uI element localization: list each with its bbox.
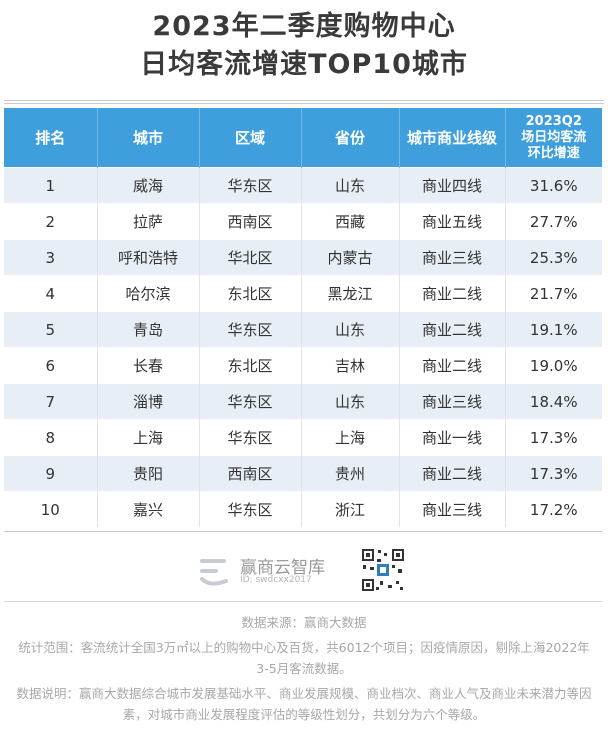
table-row: 3 呼和浩特 华北区 内蒙古 商业三线 25.3% [4, 239, 602, 276]
table-header-row: 排名 城市 区域 省份 城市商业线级 2023Q2 场日均客流 环比增速 [4, 108, 602, 168]
cell-rank: 3 [4, 239, 98, 276]
cell-rank: 1 [4, 167, 98, 204]
cell-province: 浙江 [301, 491, 400, 527]
table-row: 10 嘉兴 华东区 浙江 商业三线 17.2% [4, 491, 602, 527]
cell-province: 吉林 [301, 347, 400, 384]
header-growth-line-2: 场日均客流 [521, 129, 587, 145]
cell-growth: 31.6% [505, 167, 602, 204]
table-bottom-divider [4, 531, 602, 532]
brand-name: 赢商云智库 [240, 558, 325, 578]
cell-city: 哈尔滨 [97, 275, 200, 312]
cell-tier: 商业三线 [399, 383, 506, 420]
cell-growth: 27.7% [505, 203, 602, 240]
cell-rank: 6 [4, 347, 98, 384]
cell-tier: 商业二线 [399, 275, 506, 312]
table-row: 2 拉萨 西南区 西藏 商业五线 27.7% [4, 203, 602, 240]
page-title: 2023年二季度购物中心 日均客流增速TOP10城市 [0, 0, 608, 84]
qr-code-icon [360, 547, 406, 593]
ranking-table: 排名 城市 区域 省份 城市商业线级 2023Q2 场日均客流 环比增速 1 威海… [4, 108, 602, 527]
title-divider [4, 100, 604, 104]
note-source: 数据来源：赢商大数据 [241, 615, 367, 630]
header-region: 区域 [199, 108, 302, 168]
table-row: 9 贵阳 西南区 贵州 商业二线 17.3% [4, 455, 602, 492]
cell-province: 黑龙江 [301, 275, 400, 312]
cell-city: 嘉兴 [97, 491, 200, 527]
cell-rank: 10 [4, 491, 98, 527]
cell-rank: 8 [4, 419, 98, 456]
table-row: 8 上海 华东区 上海 商业一线 17.3% [4, 419, 602, 456]
cell-growth: 19.1% [505, 311, 602, 348]
cell-growth: 25.3% [505, 239, 602, 276]
table-row: 7 淄博 华东区 山东 商业三线 18.4% [4, 383, 602, 420]
note-scope: 统计范围：客流统计全国3万㎡以上的购物中心及百货，共6012个项目；因疫情原因，… [18, 640, 590, 676]
cell-province: 山东 [301, 383, 400, 420]
cell-tier: 商业一线 [399, 419, 506, 456]
cell-city: 青岛 [97, 311, 200, 348]
cell-city: 拉萨 [97, 203, 200, 240]
brand-block: 赢商云智库 ID: swdcxx2017 [0, 547, 608, 597]
cell-city: 上海 [97, 419, 200, 456]
cell-rank: 5 [4, 311, 98, 348]
cell-region: 西南区 [199, 203, 302, 240]
header-growth: 2023Q2 场日均客流 环比增速 [505, 108, 602, 168]
cell-rank: 2 [4, 203, 98, 240]
cell-region: 华东区 [199, 491, 302, 527]
cell-growth: 17.3% [505, 455, 602, 492]
cell-region: 西南区 [199, 455, 302, 492]
table-row: 4 哈尔滨 东北区 黑龙江 商业二线 21.7% [4, 275, 602, 312]
header-growth-line-3: 环比增速 [527, 145, 580, 161]
brand-id: ID: swdcxx2017 [240, 575, 312, 585]
cell-tier: 商业四线 [399, 167, 506, 204]
cell-city: 淄博 [97, 383, 200, 420]
cell-region: 东北区 [199, 347, 302, 384]
brand-bottom-divider [4, 601, 602, 602]
cell-city: 呼和浩特 [97, 239, 200, 276]
cell-tier: 商业三线 [399, 239, 506, 276]
cell-province: 山东 [301, 311, 400, 348]
cell-city: 长春 [97, 347, 200, 384]
cell-region: 华东区 [199, 167, 302, 204]
table-row: 1 威海 华东区 山东 商业四线 31.6% [4, 167, 602, 204]
cell-growth: 21.7% [505, 275, 602, 312]
cell-growth: 18.4% [505, 383, 602, 420]
cell-city: 威海 [97, 167, 200, 204]
brand-logo-icon [200, 559, 228, 586]
cell-growth: 19.0% [505, 347, 602, 384]
cell-province: 上海 [301, 419, 400, 456]
table-row: 6 长春 东北区 吉林 商业二线 19.0% [4, 347, 602, 384]
cell-region: 华北区 [199, 239, 302, 276]
cell-province: 西藏 [301, 203, 400, 240]
cell-province: 内蒙古 [301, 239, 400, 276]
cell-region: 华东区 [199, 311, 302, 348]
cell-rank: 9 [4, 455, 98, 492]
cell-growth: 17.3% [505, 419, 602, 456]
note-explain: 数据说明：赢商大数据综合城市发展基础水平、商业发展规模、商业档次、商业人气及商业… [16, 686, 592, 722]
header-province: 省份 [301, 108, 400, 168]
cell-tier: 商业二线 [399, 455, 506, 492]
cell-tier: 商业三线 [399, 491, 506, 527]
cell-tier: 商业五线 [399, 203, 506, 240]
cell-province: 贵州 [301, 455, 400, 492]
footnotes: 数据来源：赢商大数据 统计范围：客流统计全国3万㎡以上的购物中心及百货，共601… [14, 612, 594, 729]
header-tier: 城市商业线级 [399, 108, 506, 168]
header-rank: 排名 [4, 108, 98, 168]
cell-province: 山东 [301, 167, 400, 204]
cell-tier: 商业二线 [399, 347, 506, 384]
cell-city: 贵阳 [97, 455, 200, 492]
cell-rank: 4 [4, 275, 98, 312]
cell-rank: 7 [4, 383, 98, 420]
cell-region: 东北区 [199, 275, 302, 312]
cell-tier: 商业二线 [399, 311, 506, 348]
title-line-2: 日均客流增速TOP10城市 [140, 49, 468, 80]
header-city: 城市 [97, 108, 200, 168]
header-growth-line-1: 2023Q2 [525, 113, 582, 129]
table-body: 1 威海 华东区 山东 商业四线 31.6% 2 拉萨 西南区 西藏 商业五线 27.7% 3 呼和浩特华… [4, 167, 602, 527]
cell-growth: 17.2% [505, 491, 602, 527]
table-row: 5 青岛 华东区 山东 商业二线 19.1% [4, 311, 602, 348]
cell-region: 华东区 [199, 383, 302, 420]
cell-region: 华东区 [199, 419, 302, 456]
title-line-1: 2023年二季度购物中心 [152, 11, 456, 42]
